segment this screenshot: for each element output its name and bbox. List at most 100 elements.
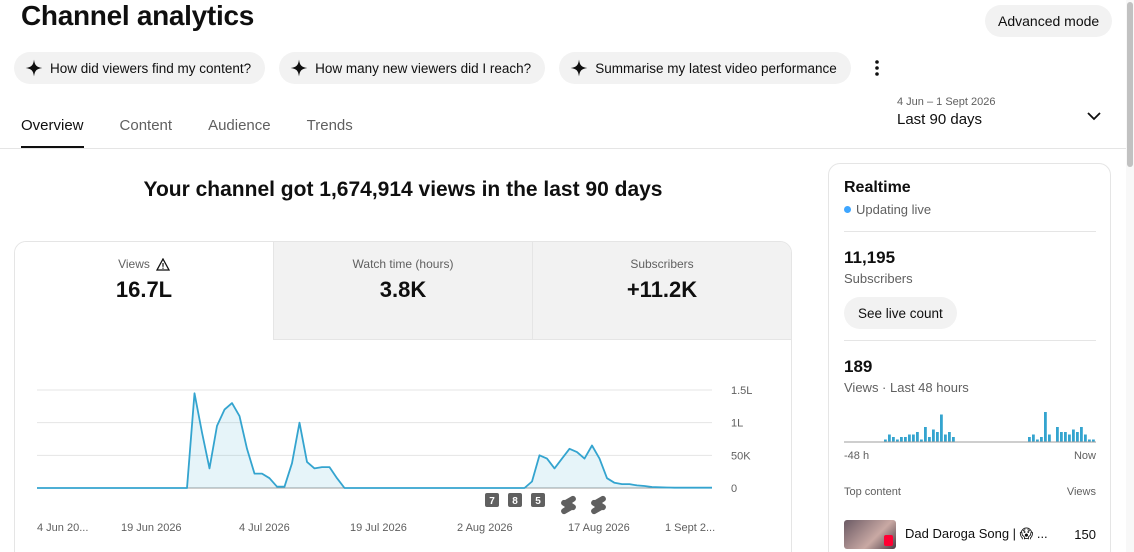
views-column-label: Views (1066, 486, 1096, 498)
tabs-divider (0, 148, 1126, 149)
metric-label: Subscribers (630, 257, 694, 271)
realtime-bar (936, 432, 939, 442)
chip-new-viewers[interactable]: How many new viewers did I reach? (279, 52, 546, 84)
x-tick-label: 4 Jul 2026 (239, 522, 290, 534)
advanced-mode-button[interactable]: Advanced mode (985, 5, 1113, 37)
see-live-count-button[interactable]: See live count (844, 297, 957, 329)
realtime-bar (1088, 439, 1091, 442)
shorts-icon (561, 495, 576, 515)
x-tick-label: 4 Jun 20... (37, 522, 88, 534)
realtime-bar (912, 434, 915, 442)
realtime-bar (1044, 412, 1047, 442)
realtime-bar (1060, 432, 1063, 442)
metric-tabs: Views 16.7L Watch time (hours) 3.8K Subs… (15, 242, 791, 340)
top-content-label: Top content (844, 486, 901, 498)
realtime-bar (920, 439, 923, 442)
metric-tab-watch-time[interactable]: Watch time (hours) 3.8K (273, 242, 532, 340)
realtime-bar (940, 414, 943, 442)
marker-label: 8 (512, 496, 518, 507)
y-tick-label: 0 (731, 483, 737, 495)
sparkle-icon (25, 59, 43, 77)
realtime-title: Realtime (844, 179, 911, 196)
shorts-badge-icon (884, 534, 893, 546)
realtime-axis: -48 h Now (844, 450, 1096, 462)
top-content-header: Top content Views (844, 486, 1096, 498)
marker-box (485, 493, 499, 507)
views-area-fill (37, 393, 712, 488)
page-scrollbar[interactable] (1126, 0, 1134, 552)
metric-tab-views[interactable]: Views 16.7L (15, 242, 273, 340)
video-marker: 7 (485, 493, 499, 507)
realtime-divider (844, 340, 1096, 341)
realtime-divider (844, 231, 1096, 232)
tab-content[interactable]: Content (119, 117, 173, 134)
realtime-bar (952, 437, 955, 442)
realtime-bar (1048, 434, 1051, 442)
realtime-bar (904, 437, 907, 442)
realtime-bar-chart (844, 412, 1096, 443)
axis-start-label: -48 h (844, 450, 870, 462)
views-series-line (37, 392, 712, 489)
views-headline: Your channel got 1,674,914 views in the … (143, 178, 663, 201)
tab-overview[interactable]: Overview (21, 108, 84, 148)
subscriber-count: 11,195 (844, 248, 896, 267)
suggestion-chips: How did viewers find my content? How man… (14, 52, 889, 84)
chip-latest-performance[interactable]: Summarise my latest video performance (559, 52, 851, 84)
chip-label: How many new viewers did I reach? (315, 60, 532, 76)
realtime-bar (948, 432, 951, 442)
realtime-status-text: Updating live (856, 202, 932, 217)
sparkle-icon (570, 59, 588, 77)
realtime-bar (1080, 427, 1083, 442)
chip-viewer-sources[interactable]: How did viewers find my content? (14, 52, 266, 84)
realtime-bar (1028, 437, 1031, 442)
realtime-bar (924, 427, 927, 442)
realtime-bar (1036, 439, 1039, 442)
shorts-icon (591, 495, 606, 515)
analytics-tabs: Overview Content Audience Trends (21, 108, 389, 148)
video-thumbnail (844, 519, 896, 549)
video-views: 150 (1074, 526, 1096, 542)
metric-tab-subscribers[interactable]: Subscribers +11.2K (532, 242, 791, 340)
marker-label: 7 (489, 496, 495, 507)
realtime-card: Realtime Updating live 11,195 Subscriber… (828, 163, 1111, 552)
x-tick-label: 1 Sept 2... (665, 522, 715, 534)
realtime-bar (944, 434, 947, 442)
more-options-button[interactable] (865, 52, 889, 84)
realtime-bar (1092, 439, 1095, 442)
y-tick-label: 1.5L (731, 385, 752, 397)
shorts-shape (591, 495, 606, 515)
realtime-bar (884, 439, 887, 442)
tab-trends[interactable]: Trends (306, 117, 353, 134)
metric-label: Watch time (hours) (352, 257, 454, 271)
live-dot-icon (844, 206, 851, 213)
realtime-views-label: Views · Last 48 hours (844, 380, 969, 395)
scrollbar-thumb[interactable] (1127, 2, 1133, 167)
realtime-bar (1076, 432, 1079, 442)
marker-box (531, 493, 545, 507)
y-tick-label: 50K (731, 450, 751, 462)
tab-audience[interactable]: Audience (208, 117, 271, 134)
metric-label-row: Views (15, 257, 273, 271)
realtime-status: Updating live (844, 202, 1096, 217)
date-range-text: 4 Jun – 1 Sept 2026 (897, 96, 996, 108)
realtime-bar (916, 432, 919, 442)
x-tick-label: 2 Aug 2026 (457, 522, 513, 534)
warning-icon (155, 257, 170, 271)
date-range-selector[interactable]: 4 Jun – 1 Sept 2026 Last 90 days (897, 96, 1102, 136)
realtime-bar (888, 434, 891, 442)
metrics-card: Views 16.7L Watch time (hours) 3.8K Subs… (14, 241, 792, 552)
realtime-bar (1072, 429, 1075, 442)
realtime-bar (928, 437, 931, 442)
metric-label: Views (118, 257, 150, 271)
realtime-bar (896, 439, 899, 442)
marker-box (508, 493, 522, 507)
chip-label: How did viewers find my content? (50, 60, 252, 76)
chevron-down-icon (1087, 112, 1101, 121)
top-content-item[interactable]: Dad Daroga Song | 😱 ... 150 (844, 519, 1096, 549)
axis-end-label: Now (1073, 450, 1096, 462)
subscriber-label: Subscribers (844, 271, 913, 286)
realtime-bar (892, 437, 895, 442)
y-tick-label: 1L (731, 418, 743, 430)
shorts-shape (561, 495, 576, 515)
